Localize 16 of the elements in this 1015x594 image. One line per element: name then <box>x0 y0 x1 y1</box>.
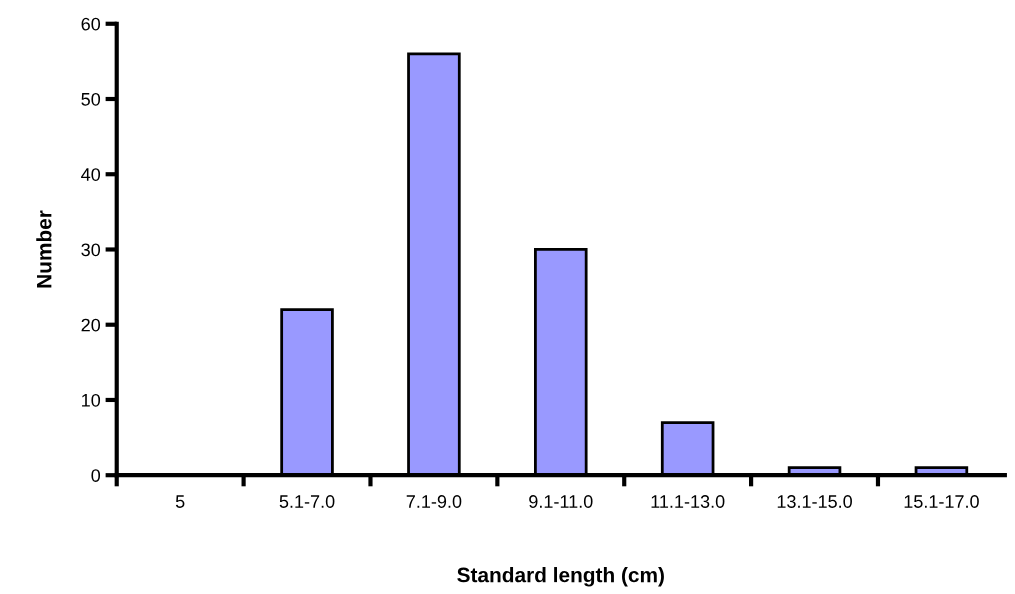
y-tick-label: 0 <box>91 469 101 482</box>
x-tick-label: 7.1-9.0 <box>406 495 462 508</box>
y-axis-title: Number <box>36 210 52 288</box>
y-tick-label: 20 <box>81 318 101 332</box>
x-tick-label: 5 <box>175 495 185 508</box>
x-axis-title: Standard length (cm) <box>457 567 664 587</box>
y-tick-label: 60 <box>81 17 101 31</box>
y-tick-label: 50 <box>81 92 101 106</box>
x-tick-label: 13.1-15.0 <box>777 495 852 508</box>
y-tick-label: 40 <box>81 168 101 181</box>
x-tick-label: 5.1-7.0 <box>279 495 335 508</box>
y-tick-label: 30 <box>81 243 101 257</box>
x-tick-label: 11.1-13.0 <box>651 495 725 508</box>
x-tick-label: 9.1-11.0 <box>529 495 593 508</box>
y-tick-label: 10 <box>82 393 101 407</box>
x-tick-label: 15.1-17.0 <box>904 495 979 508</box>
